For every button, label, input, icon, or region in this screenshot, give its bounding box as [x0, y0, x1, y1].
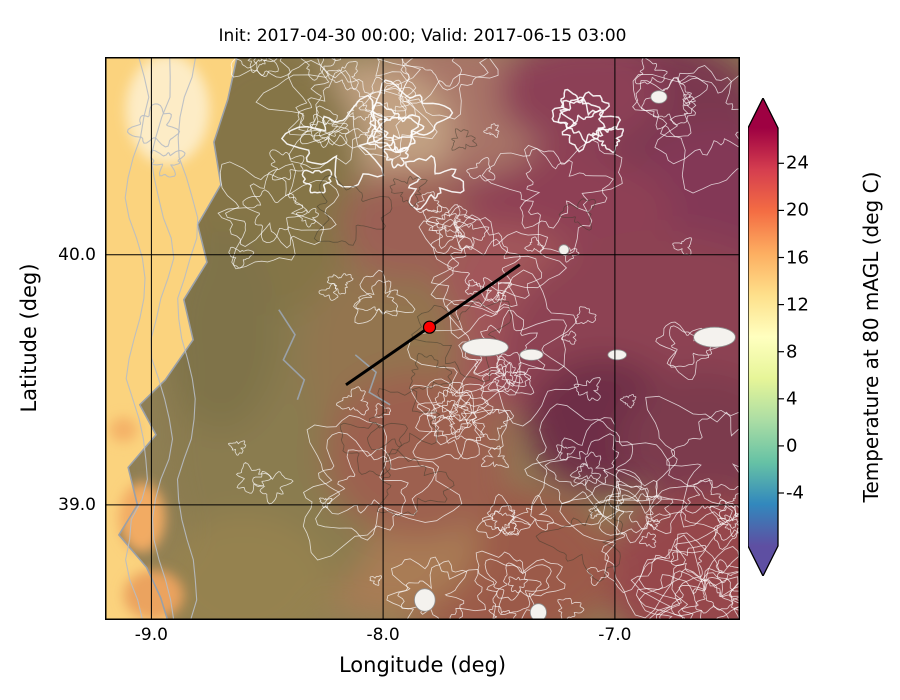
colorbar-extend-max	[748, 98, 778, 128]
ocean-region	[105, 57, 238, 620]
map-canvas	[105, 57, 740, 620]
grid-lines	[105, 57, 740, 620]
dark-contours	[313, 128, 624, 583]
colorbar	[747, 96, 786, 578]
axes-frame	[105, 57, 740, 620]
temperature-field	[156, 57, 740, 620]
ridge-contours	[280, 79, 625, 211]
colorbar-label: Temperature at 80 mAGL (deg C)	[859, 171, 883, 503]
colorbar-extend-min	[748, 546, 778, 576]
colorbar-tick-label: 0	[786, 435, 798, 457]
x-tick-label: -8.0	[366, 625, 400, 645]
colorbar-tick-label: 24	[786, 152, 809, 174]
colorbar-canvas	[747, 96, 784, 578]
x-tick-label: -9.0	[134, 625, 168, 645]
colorbar-tick-label: 8	[786, 341, 798, 363]
plot-title: Init: 2017-04-30 00:00; Valid: 2017-06-1…	[218, 26, 627, 46]
colorbar-tick-label: 4	[786, 388, 798, 410]
colorbar-gradient	[748, 128, 778, 546]
x-tick-label: -7.0	[598, 625, 632, 645]
rivers	[278, 309, 391, 406]
y-axis-label: Latitude (deg)	[17, 263, 41, 413]
map-layers	[105, 57, 740, 620]
colorbar-tick-label: -4	[786, 482, 804, 504]
y-tick-label: 40.0	[58, 244, 96, 265]
colorbar-tick-label: 12	[786, 294, 809, 316]
y-tick-label: 39.0	[58, 494, 96, 515]
contour-lines	[217, 57, 740, 620]
map-plot-area	[105, 57, 740, 620]
site-marker	[422, 320, 437, 334]
colorbar-tick-label: 20	[786, 199, 809, 221]
light-patches	[413, 90, 736, 620]
x-axis-label: Longitude (deg)	[338, 653, 507, 677]
colorbar-tick-label: 16	[786, 247, 809, 269]
